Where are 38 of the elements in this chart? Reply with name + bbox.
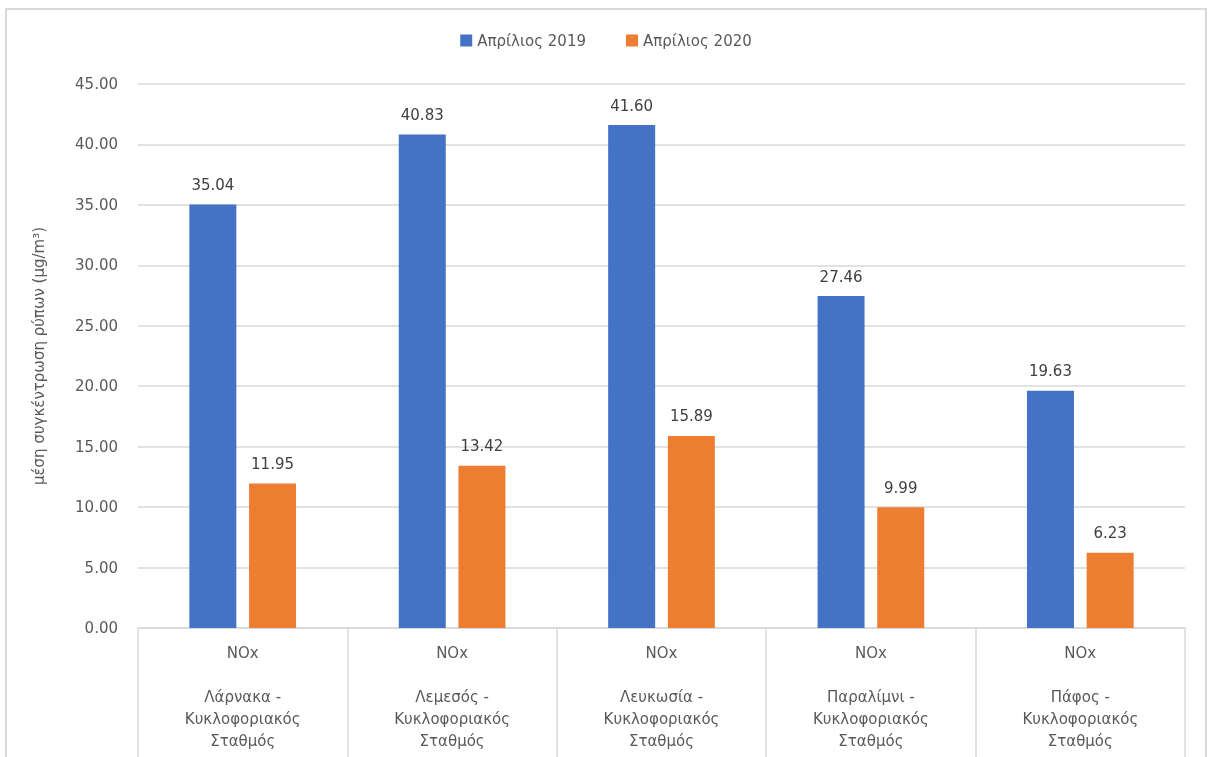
bar — [1026, 390, 1074, 628]
category-label: NOx Λάρνακα - Κυκλοφοριακός Σταθμός — [184, 644, 301, 750]
data-label: 9.99 — [884, 478, 918, 497]
legend-label: Απρίλιος 2019 — [477, 31, 586, 50]
data-label: 6.23 — [1093, 524, 1127, 543]
bar — [249, 483, 297, 628]
y-tick-label: 45.00 — [75, 75, 118, 93]
y-tick-label: 0.00 — [84, 619, 118, 637]
y-tick-label: 35.00 — [75, 195, 118, 214]
data-label: 19.63 — [1028, 362, 1072, 381]
category-label: NOx Λεμεσός - Κυκλοφοριακός Σταθμός — [394, 644, 510, 750]
category-label: NOx Λευκωσία - Κυκλοφοριακός Σταθμός — [603, 644, 720, 750]
data-label: 11.95 — [251, 455, 295, 474]
y-tick-label: 15.00 — [75, 437, 118, 456]
bar — [458, 465, 506, 628]
bar — [817, 296, 865, 628]
bar — [667, 435, 715, 628]
y-tick-label: 40.00 — [75, 135, 118, 154]
category-label: NOx Πάφος - Κυκλοφοριακός Σταθμός — [1022, 644, 1139, 750]
bar — [877, 507, 925, 628]
data-label: 27.46 — [819, 267, 863, 286]
bar — [398, 134, 446, 628]
y-axis-title: μέση συγκέντρωση ρύπων (μg/m³) — [29, 226, 48, 486]
y-tick-label: 10.00 — [75, 498, 118, 517]
data-label: 15.89 — [669, 407, 713, 426]
category-label: NOx Παραλίμνι - Κυκλοφοριακός Σταθμός — [813, 644, 929, 750]
y-tick-label: 25.00 — [75, 316, 118, 335]
data-label: 35.04 — [191, 175, 235, 194]
data-label: 41.60 — [610, 96, 654, 115]
bar — [1086, 552, 1134, 628]
y-tick-label: 5.00 — [84, 558, 118, 577]
y-tick-label: 30.00 — [75, 256, 118, 275]
y-tick-label: 20.00 — [75, 377, 118, 396]
data-label: 13.42 — [460, 437, 504, 456]
data-label: 40.83 — [400, 105, 444, 124]
bar — [189, 204, 237, 628]
bar — [608, 125, 656, 628]
legend-label: Απρίλιος 2020 — [643, 31, 752, 50]
